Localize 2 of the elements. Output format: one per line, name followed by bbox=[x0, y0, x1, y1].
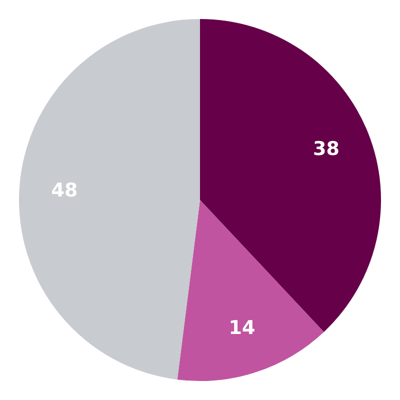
data-label: 38 bbox=[312, 138, 340, 160]
data-label: 14 bbox=[228, 317, 256, 340]
